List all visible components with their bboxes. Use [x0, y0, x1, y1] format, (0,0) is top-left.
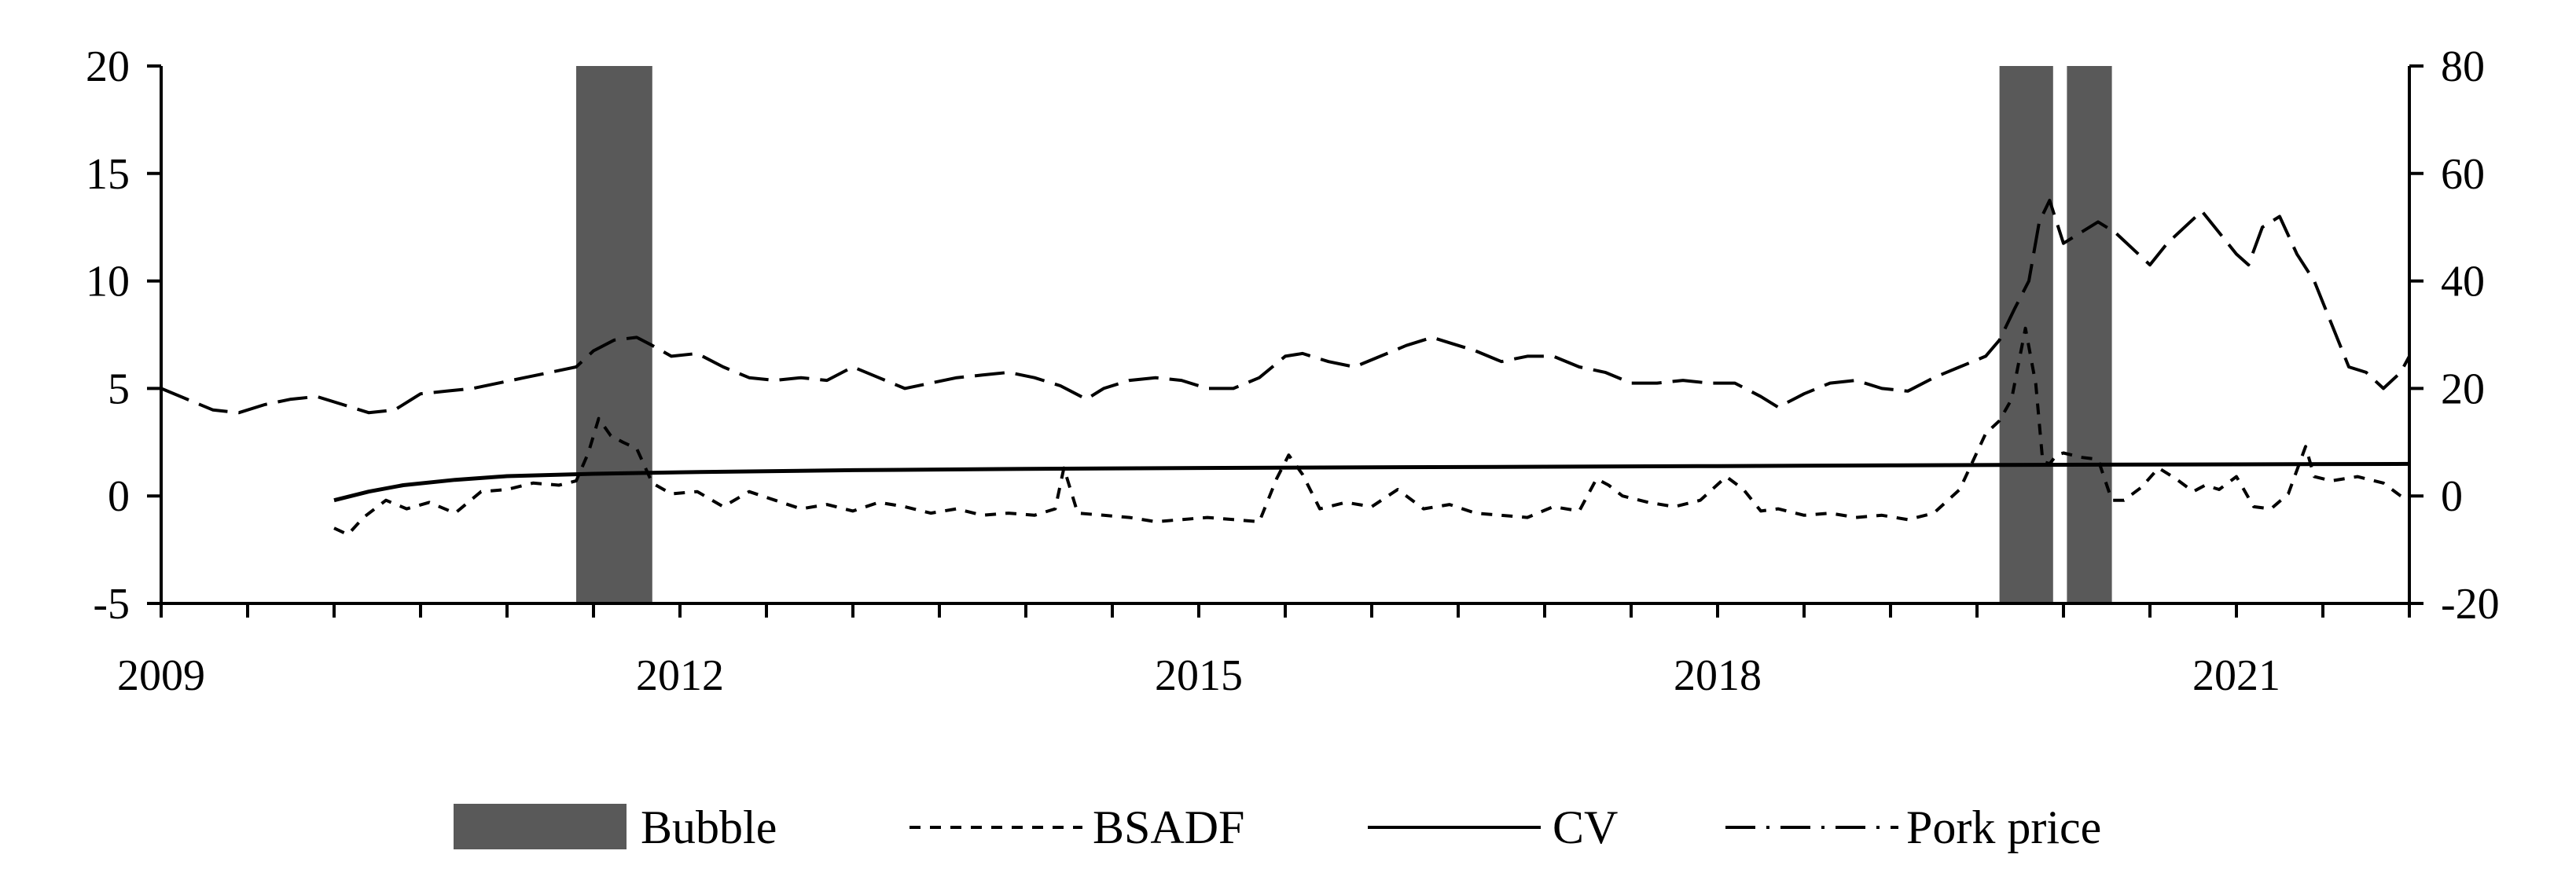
y-right-tick-label: -20	[2441, 580, 2500, 629]
y-left-tick-label: 15	[86, 150, 130, 199]
y-right-tick-label: 80	[2441, 42, 2485, 91]
x-tick-label: 2021	[2192, 651, 2280, 700]
y-left-tick-label: 5	[108, 365, 130, 413]
x-tick-label: 2018	[1674, 651, 1762, 700]
x-tick-label: 2009	[117, 651, 205, 700]
legend-label-cv: CV	[1553, 801, 1618, 853]
legend-label-bsadf: BSADF	[1093, 801, 1244, 853]
series-lines	[160, 199, 2411, 537]
x-tick-label: 2012	[636, 651, 724, 700]
y-left-tick-label: -5	[93, 580, 130, 629]
y-left-tick-label: 10	[86, 258, 130, 306]
y-right-tick-label: 60	[2441, 150, 2485, 199]
legend: Bubble BSADF CV Pork price	[454, 801, 2101, 853]
legend-label-bubble: Bubble	[641, 801, 777, 853]
series-line-bsadf	[333, 326, 2410, 537]
series-line-cv	[333, 461, 2410, 503]
y-right-tick-label: 0	[2441, 472, 2463, 521]
bubble-bar-0	[576, 66, 652, 603]
y-right-tick-label: 40	[2441, 258, 2485, 306]
y-left-tick-label: 0	[108, 472, 130, 521]
x-tick-label: 2015	[1155, 651, 1243, 700]
legend-label-pork-price: Pork price	[1906, 801, 2101, 853]
y-right-tick-label: 20	[2441, 365, 2485, 413]
bubble-bar-2	[2067, 66, 2112, 603]
bubble-periods	[576, 66, 2112, 603]
y-left-tick-label: 20	[86, 42, 130, 91]
legend-swatch-bubble	[454, 804, 627, 849]
bubble-bar-1	[1999, 66, 2053, 603]
series-line-pork-price	[160, 199, 2411, 415]
